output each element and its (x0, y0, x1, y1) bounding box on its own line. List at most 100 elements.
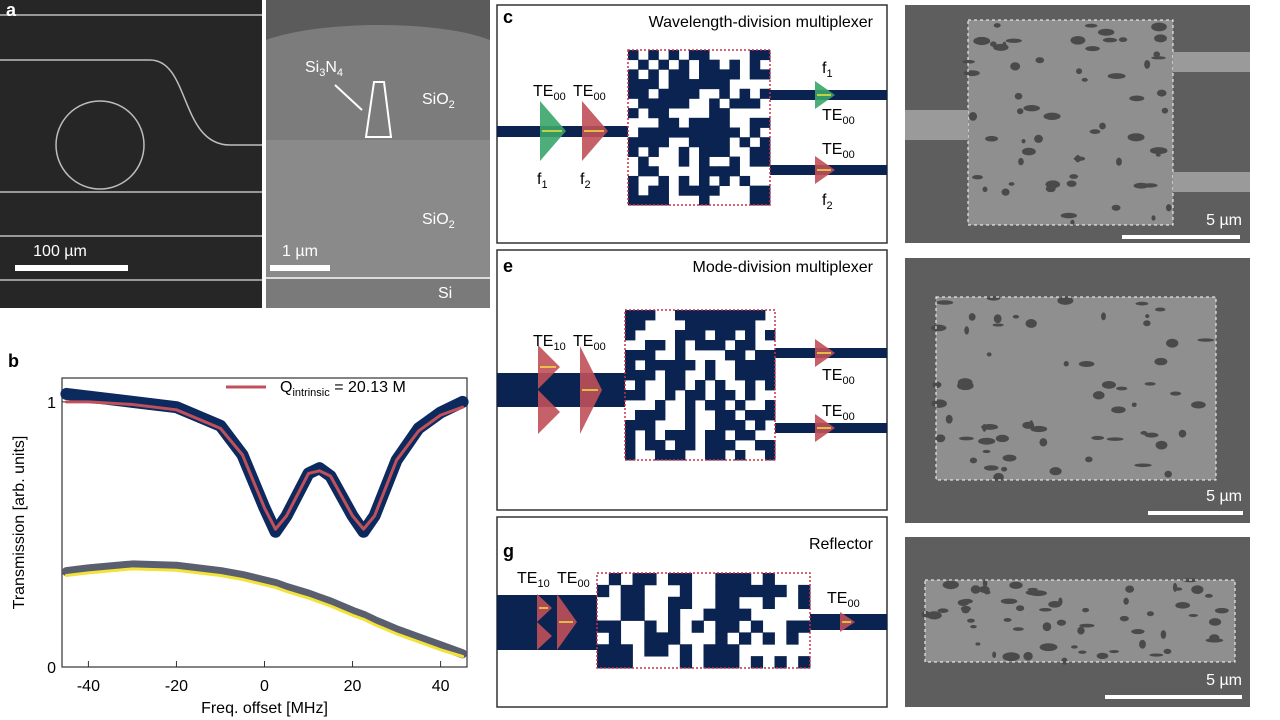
etched-hole (961, 608, 970, 614)
pixel (699, 175, 710, 187)
pixel (705, 310, 716, 321)
etched-hole (1134, 463, 1152, 468)
etched-hole (1131, 402, 1137, 408)
pixel (765, 370, 776, 381)
pixel (645, 350, 656, 361)
etched-hole (1188, 613, 1199, 617)
pixel (759, 185, 771, 196)
pixel (655, 400, 666, 411)
etched-hole (963, 70, 980, 77)
pixel (798, 584, 811, 598)
pixel (735, 420, 746, 431)
pixel (719, 175, 730, 187)
pixel (597, 656, 610, 669)
etched-hole (935, 434, 946, 443)
pixel (638, 127, 649, 138)
etched-hole (992, 323, 1004, 327)
pixel (658, 127, 669, 138)
pixel (719, 88, 730, 99)
pixel (638, 79, 649, 90)
etched-hole (1069, 174, 1079, 179)
pixel (597, 644, 610, 657)
pixel (628, 50, 639, 61)
etched-hole (1049, 467, 1062, 476)
pixel (678, 156, 690, 167)
subscript: 1 (541, 179, 547, 191)
pixel (715, 330, 726, 341)
pixel (735, 370, 746, 381)
pixel (675, 340, 686, 351)
x-tick-label: 20 (344, 678, 362, 695)
scale-bar (1122, 235, 1240, 239)
pixel (759, 146, 771, 157)
subscript: 00 (847, 598, 859, 610)
pixel (750, 656, 764, 669)
pixel (679, 644, 693, 657)
scale-label: 5 µm (1206, 488, 1242, 505)
etched-hole (1155, 440, 1168, 450)
pixel (759, 137, 771, 148)
pixel (638, 137, 649, 148)
etched-hole (1144, 382, 1156, 386)
pixel (685, 360, 696, 371)
etched-hole (1102, 37, 1118, 43)
pixel (645, 360, 656, 371)
legend-label: Qintrinsic = 20.13 M (280, 379, 406, 399)
pixel (745, 360, 756, 371)
pixel (709, 117, 720, 128)
pixel (749, 117, 761, 128)
etched-hole (1012, 627, 1024, 631)
etched-hole (936, 300, 954, 305)
sem-image (266, 140, 490, 278)
pixel (755, 420, 766, 431)
device (936, 297, 1216, 480)
etched-hole (1085, 456, 1093, 463)
etched-hole (926, 611, 942, 620)
etched-hole (1109, 649, 1120, 654)
etched-hole (1014, 92, 1023, 100)
pixel (715, 310, 726, 321)
etched-hole (958, 436, 974, 441)
etched-hole (1001, 188, 1010, 196)
pixel (755, 310, 766, 321)
pixel (725, 390, 736, 401)
pixel (715, 596, 728, 610)
etched-hole (1025, 319, 1037, 328)
pixel (727, 596, 740, 610)
scale-bar (15, 265, 128, 271)
panel-label: g (503, 541, 514, 561)
pixel (739, 608, 752, 621)
etched-hole (1106, 437, 1124, 441)
etched-hole (1191, 401, 1206, 409)
etched-hole (1160, 630, 1167, 639)
pixel (759, 88, 771, 99)
pixel (625, 330, 636, 341)
pixel (699, 127, 710, 138)
pixel (695, 380, 706, 391)
pixel (709, 98, 720, 109)
etched-hole (1023, 651, 1033, 661)
pixel (665, 450, 676, 461)
pixel (715, 573, 728, 586)
pixel (688, 50, 700, 61)
etched-hole (1058, 597, 1063, 606)
pixel (709, 69, 720, 80)
pixel (679, 584, 693, 598)
pixel (695, 320, 706, 331)
pixel (729, 127, 740, 138)
pixel (658, 137, 669, 148)
pixel (699, 117, 710, 128)
subscript: 00 (842, 375, 854, 387)
pixel (675, 330, 686, 341)
pixel (759, 50, 771, 61)
etched-hole (982, 578, 988, 588)
etched-hole (1096, 652, 1109, 660)
pixel (745, 410, 756, 421)
subscript: 3 (319, 67, 325, 79)
etched-hole (990, 41, 997, 47)
pixel (703, 656, 716, 669)
etched-hole (1145, 314, 1150, 319)
pixel (679, 573, 693, 586)
pixel (688, 79, 700, 90)
label: TE00 (822, 141, 855, 161)
